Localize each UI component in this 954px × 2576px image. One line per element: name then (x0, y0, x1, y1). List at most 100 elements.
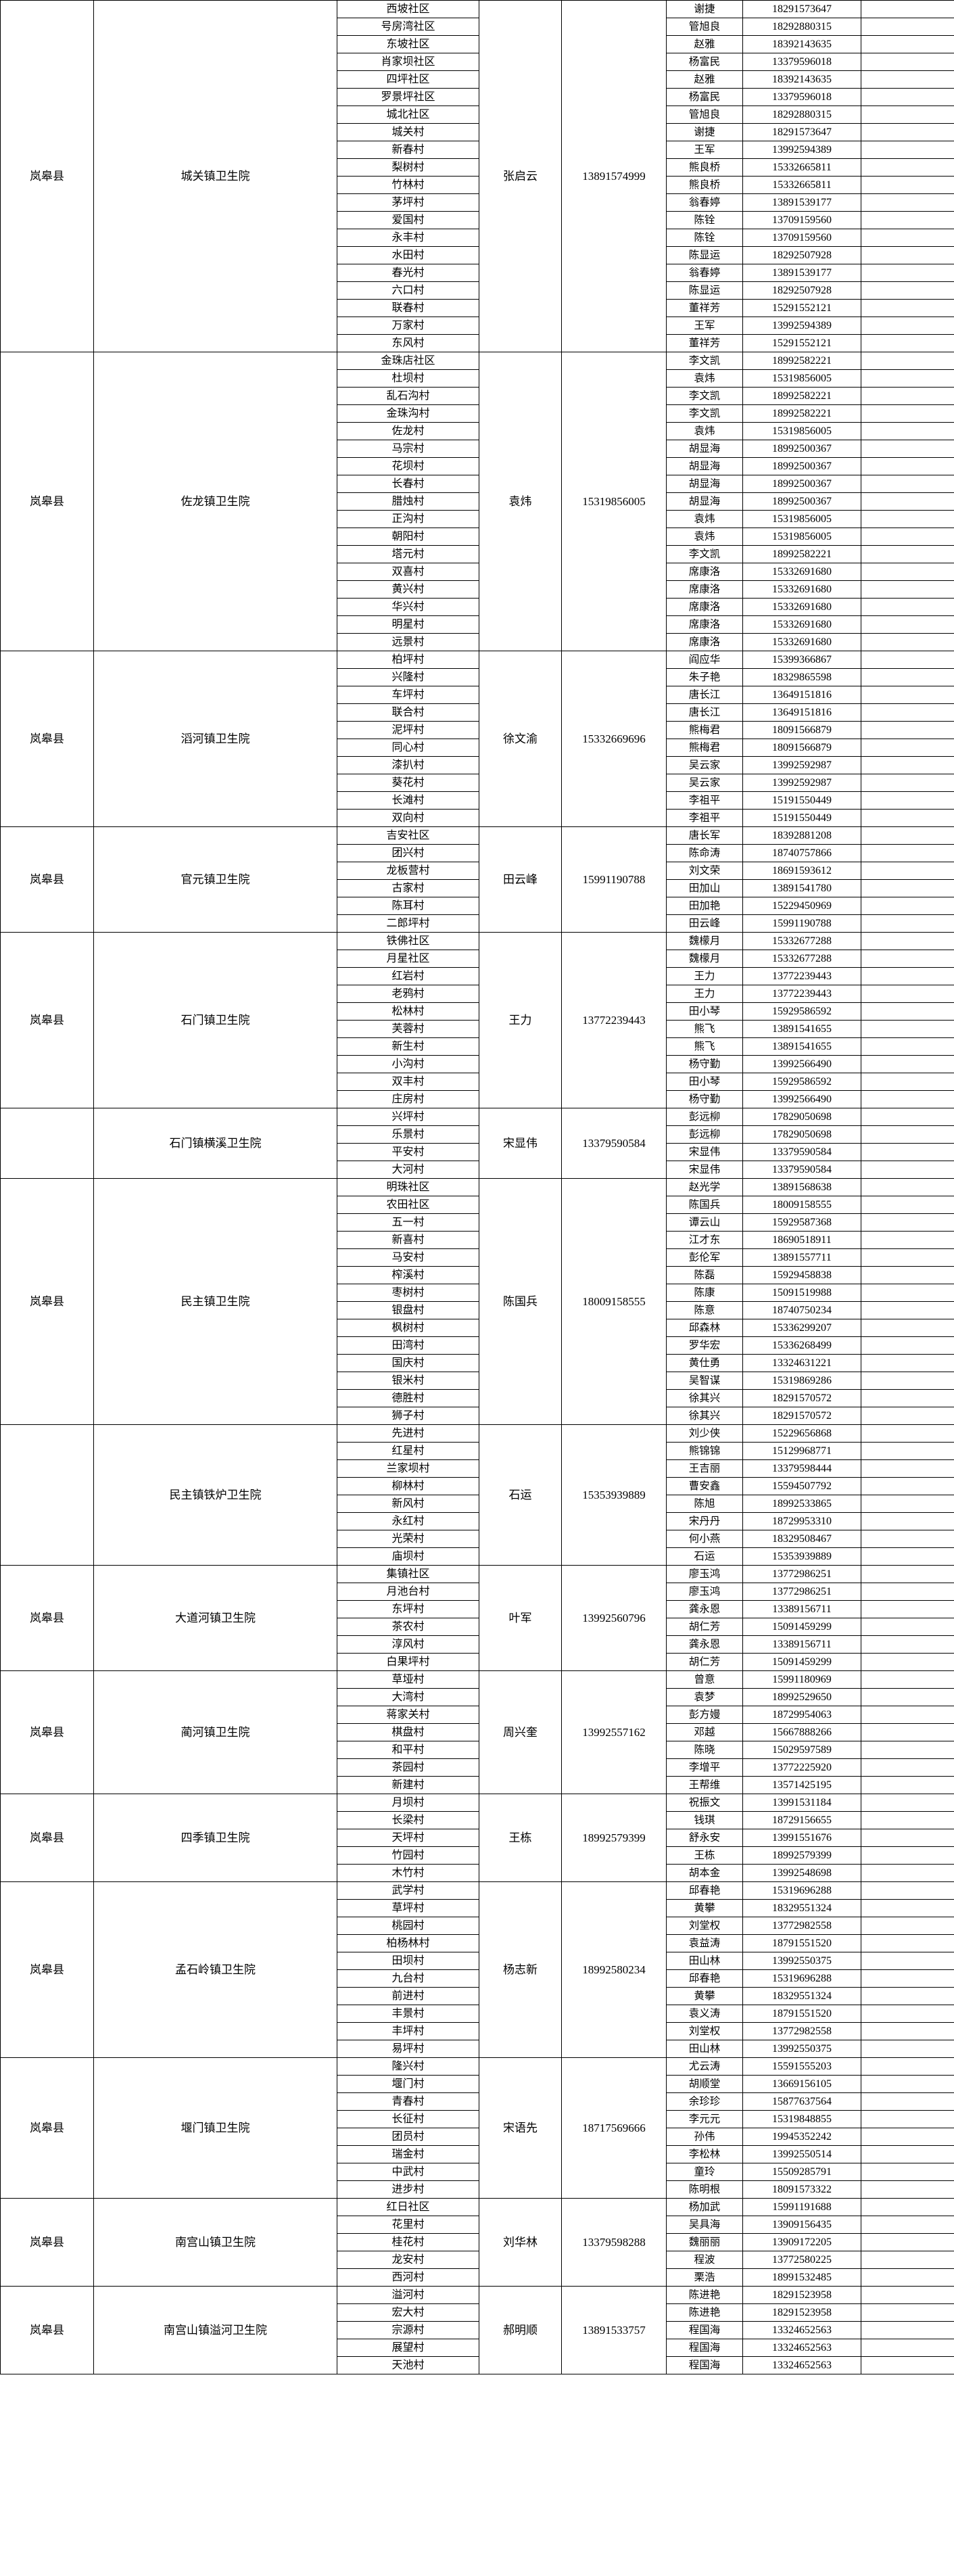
village-cell: 银盘村 (337, 1301, 479, 1319)
note-cell (861, 528, 954, 546)
leader-cell: 田云峰 (479, 826, 562, 933)
leader-phone-cell: 13891574999 (561, 0, 667, 352)
table-row: 民主镇铁炉卫生院 先进村 石运 15353939889 刘少侠 15229656868 (0, 1424, 954, 1566)
doctor-phone-cell: 13891568638 (742, 1178, 861, 1196)
note-cell (861, 2251, 954, 2269)
doctor-cell: 陈显运 (666, 281, 743, 300)
table-row: 柏杨林村 袁益涛 18791551520 (1, 1934, 954, 1952)
doctor-phone-cell: 13891541655 (742, 1037, 861, 1056)
leader-phone-cell: 13992557162 (561, 1670, 667, 1794)
note-cell (861, 299, 954, 317)
village-cell: 蒋家关村 (337, 1706, 479, 1724)
note-cell (861, 1670, 954, 1689)
doctor-phone-cell: 15332677288 (742, 950, 861, 968)
village-cell: 花坝村 (337, 457, 479, 475)
note-cell (861, 686, 954, 704)
county-cell: 岚皋县 (0, 1794, 94, 1882)
table-row: 白果坪村 胡仁芳 15091459299 (1, 1653, 954, 1671)
table-row: 长滩村 李祖平 15191550449 (1, 791, 954, 810)
doctor-cell: 陈命涛 (666, 844, 743, 862)
doctor-phone-cell: 18329865598 (742, 668, 861, 686)
village-cell: 吉安社区 (337, 826, 479, 845)
table-row: 桃园村 刘堂权 13772982558 (1, 1917, 954, 1935)
county-cell (0, 1108, 94, 1179)
doctor-phone-cell: 18329508467 (742, 1530, 861, 1548)
leader-phone-cell: 18992580234 (561, 1881, 667, 2058)
note-cell (861, 826, 954, 845)
village-cell: 天坪村 (337, 1829, 479, 1847)
doctor-phone-cell: 13909156435 (742, 2216, 861, 2234)
doctor-cell: 管旭良 (666, 18, 743, 36)
table-row: 团员村 孙伟 19945352242 (1, 2128, 954, 2146)
note-cell (861, 545, 954, 563)
doctor-cell: 赵光学 (666, 1178, 743, 1196)
doctor-cell: 曹安鑫 (666, 1477, 743, 1495)
doctor-phone-cell: 15229656868 (742, 1424, 861, 1443)
village-cell: 乐景村 (337, 1125, 479, 1144)
village-cell: 竹林村 (337, 176, 479, 194)
village-cell: 武学村 (337, 1881, 479, 1900)
note-cell (861, 106, 954, 124)
doctor-cell: 曾意 (666, 1670, 743, 1689)
doctor-phone-cell: 15991190788 (742, 914, 861, 933)
note-cell (861, 2163, 954, 2181)
note-cell (861, 651, 954, 669)
village-cell: 杜坝村 (337, 369, 479, 388)
village-cell: 二郎坪村 (337, 914, 479, 933)
doctor-cell: 吴云家 (666, 756, 743, 774)
doctor-cell: 彭方嫚 (666, 1706, 743, 1724)
note-cell (861, 1583, 954, 1601)
village-cell: 肖家坝社区 (337, 53, 479, 71)
doctor-phone-cell: 13379598444 (742, 1459, 861, 1478)
doctor-phone-cell: 15029597589 (742, 1741, 861, 1759)
leader-phone-cell: 13891533757 (561, 2286, 667, 2374)
doctor-cell: 陈旭 (666, 1495, 743, 1513)
doctor-cell: 田小琴 (666, 1073, 743, 1091)
doctor-cell: 李增平 (666, 1758, 743, 1777)
table-row: 中武村 童玲 15509285791 (1, 2163, 954, 2181)
doctor-cell: 宋显伟 (666, 1143, 743, 1161)
doctor-cell: 杨加武 (666, 2198, 743, 2216)
village-cell: 金珠沟村 (337, 404, 479, 423)
doctor-cell: 熊梅君 (666, 721, 743, 739)
table-row: 长春村 胡显海 18992500367 (1, 475, 954, 493)
doctor-cell: 彭伦军 (666, 1248, 743, 1267)
doctor-phone-cell: 13669156105 (742, 2075, 861, 2093)
doctor-phone-cell: 15191550449 (742, 791, 861, 810)
village-cell: 龙安村 (337, 2251, 479, 2269)
leader-cell: 王栋 (479, 1794, 562, 1882)
hospital-cell: 石门镇横溪卫生院 (93, 1108, 337, 1179)
worksheet-area: 岚皋县 城关镇卫生院 西坡社区 张启云 13891574999 谢捷 18291573647… (0, 0, 954, 2374)
village-cell: 正沟村 (337, 510, 479, 528)
village-cell: 桃园村 (337, 1917, 479, 1935)
note-cell (861, 2286, 954, 2304)
note-cell (861, 580, 954, 599)
village-cell: 团员村 (337, 2128, 479, 2146)
village-cell: 长春村 (337, 475, 479, 493)
note-cell (861, 862, 954, 880)
note-cell (861, 1477, 954, 1495)
note-cell (861, 756, 954, 774)
note-cell (861, 2128, 954, 2146)
doctor-cell: 田小琴 (666, 1002, 743, 1021)
county-cell: 岚皋县 (0, 1178, 94, 1425)
village-cell: 陈耳村 (337, 897, 479, 915)
leader-phone-cell: 13992560796 (561, 1565, 667, 1671)
note-cell (861, 2233, 954, 2251)
village-cell: 联合村 (337, 703, 479, 722)
doctor-cell: 熊飞 (666, 1020, 743, 1038)
table-row: 榨溪村 陈磊 15929458838 (1, 1266, 954, 1284)
note-cell (861, 1301, 954, 1319)
note-cell (861, 475, 954, 493)
note-cell (861, 1442, 954, 1460)
county-cell: 岚皋县 (0, 1670, 94, 1794)
table-row: 竹林村 熊良桥 15332665811 (1, 176, 954, 194)
note-cell (861, 1618, 954, 1636)
doctor-cell: 田加山 (666, 879, 743, 897)
note-cell (861, 774, 954, 792)
leader-phone-cell: 13772239443 (561, 932, 667, 1108)
doctor-cell: 熊良桥 (666, 176, 743, 194)
table-body: 岚皋县 城关镇卫生院 西坡社区 张启云 13891574999 谢捷 18291573647… (0, 0, 954, 2374)
doctor-phone-cell: 13891539177 (742, 193, 861, 212)
table-row: 西河村 栗浩 18991532485 (1, 2268, 954, 2287)
